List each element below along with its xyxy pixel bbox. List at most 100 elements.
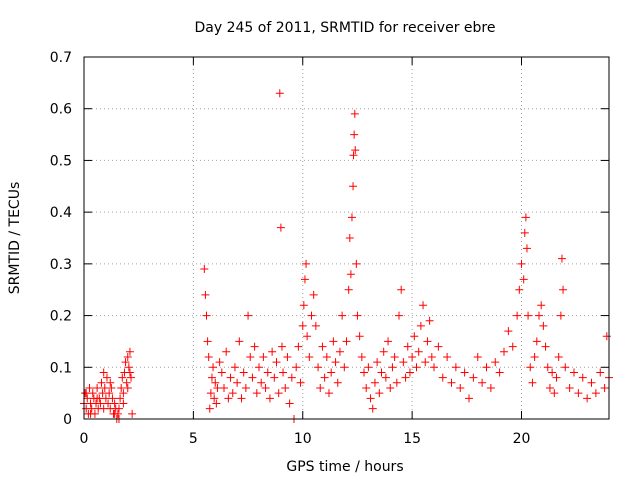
data-point (344, 285, 353, 294)
data-point (535, 311, 543, 320)
data-point (537, 301, 546, 310)
data-point (368, 404, 377, 413)
data-point (203, 337, 212, 346)
data-point (430, 363, 438, 372)
data-point (543, 363, 552, 372)
x-tick-label: 5 (189, 431, 198, 447)
data-point (263, 368, 272, 377)
data-point (587, 378, 596, 387)
data-point (309, 290, 318, 299)
data-point (204, 352, 213, 361)
data-point (565, 383, 574, 392)
data-point (333, 378, 342, 387)
data-point (408, 352, 417, 361)
data-point (265, 394, 274, 403)
data-point (250, 342, 259, 351)
data-point (233, 378, 242, 387)
data-point (235, 337, 244, 346)
data-point (102, 373, 111, 382)
data-point (276, 223, 285, 232)
data-point (545, 383, 554, 392)
data-point (508, 342, 517, 351)
x-tick-label: 20 (513, 431, 531, 447)
data-point (410, 332, 419, 341)
data-point (206, 389, 215, 398)
x-tick-label: 15 (403, 431, 421, 447)
data-point (224, 394, 233, 403)
data-point (248, 373, 257, 382)
data-point (283, 352, 292, 361)
y-axis-label: SRMTID / TECUs (7, 182, 23, 295)
data-point (211, 378, 220, 387)
data-point (320, 373, 329, 382)
data-point (403, 342, 412, 351)
y-tick-label: 0.3 (50, 257, 72, 273)
data-point (338, 311, 347, 320)
data-points (80, 89, 613, 423)
data-point (373, 358, 382, 367)
data-point (375, 389, 384, 398)
data-point (261, 383, 270, 392)
data-point (322, 352, 331, 361)
data-point (561, 363, 570, 372)
data-point (360, 368, 368, 377)
data-point (532, 337, 541, 346)
data-point (307, 311, 316, 320)
data-point (85, 383, 94, 392)
data-point (202, 311, 211, 320)
data-point (207, 373, 216, 382)
data-point (416, 321, 425, 330)
data-point (93, 383, 102, 392)
data-point (205, 404, 214, 413)
data-point (539, 321, 548, 330)
data-point (473, 352, 482, 361)
data-point (279, 368, 288, 377)
data-point (513, 311, 522, 320)
data-point (201, 290, 210, 299)
data-point (478, 378, 487, 387)
data-point (530, 352, 539, 361)
data-point (281, 383, 290, 392)
data-point (447, 378, 456, 387)
data-point (327, 368, 336, 377)
data-point (285, 399, 294, 408)
data-point (303, 332, 312, 341)
axis-ticks: 0 0.1 0.2 0.3 0.4 0.5 0.6 0.7 0 5 10 15 20 (50, 50, 609, 447)
data-point (519, 275, 528, 284)
data-point (395, 311, 403, 320)
data-point (443, 352, 452, 361)
data-point (116, 394, 125, 403)
data-point (220, 383, 228, 392)
grid-lines (84, 57, 609, 419)
data-point (335, 347, 344, 356)
data-point (401, 373, 410, 382)
data-point (228, 389, 237, 398)
data-point (456, 383, 465, 392)
data-point (345, 234, 354, 242)
data-point (554, 352, 563, 361)
data-point (331, 358, 340, 367)
y-tick-label: 0.6 (50, 102, 72, 118)
data-point (93, 394, 102, 403)
data-point (465, 394, 473, 403)
data-point (357, 352, 366, 361)
data-point (591, 389, 600, 398)
data-point (325, 389, 333, 398)
data-point (524, 311, 533, 320)
data-point (515, 285, 524, 294)
data-point (388, 363, 397, 372)
data-point (270, 373, 279, 382)
data-point (574, 389, 583, 398)
data-point (86, 409, 95, 418)
data-point (287, 373, 296, 382)
data-point (118, 373, 127, 382)
data-point (99, 368, 108, 377)
data-point (314, 363, 323, 372)
data-point (486, 383, 495, 392)
data-point (311, 321, 320, 330)
data-point (230, 363, 239, 372)
data-point (500, 347, 508, 356)
data-point (212, 399, 221, 408)
data-point (108, 394, 117, 403)
data-point (423, 337, 432, 346)
